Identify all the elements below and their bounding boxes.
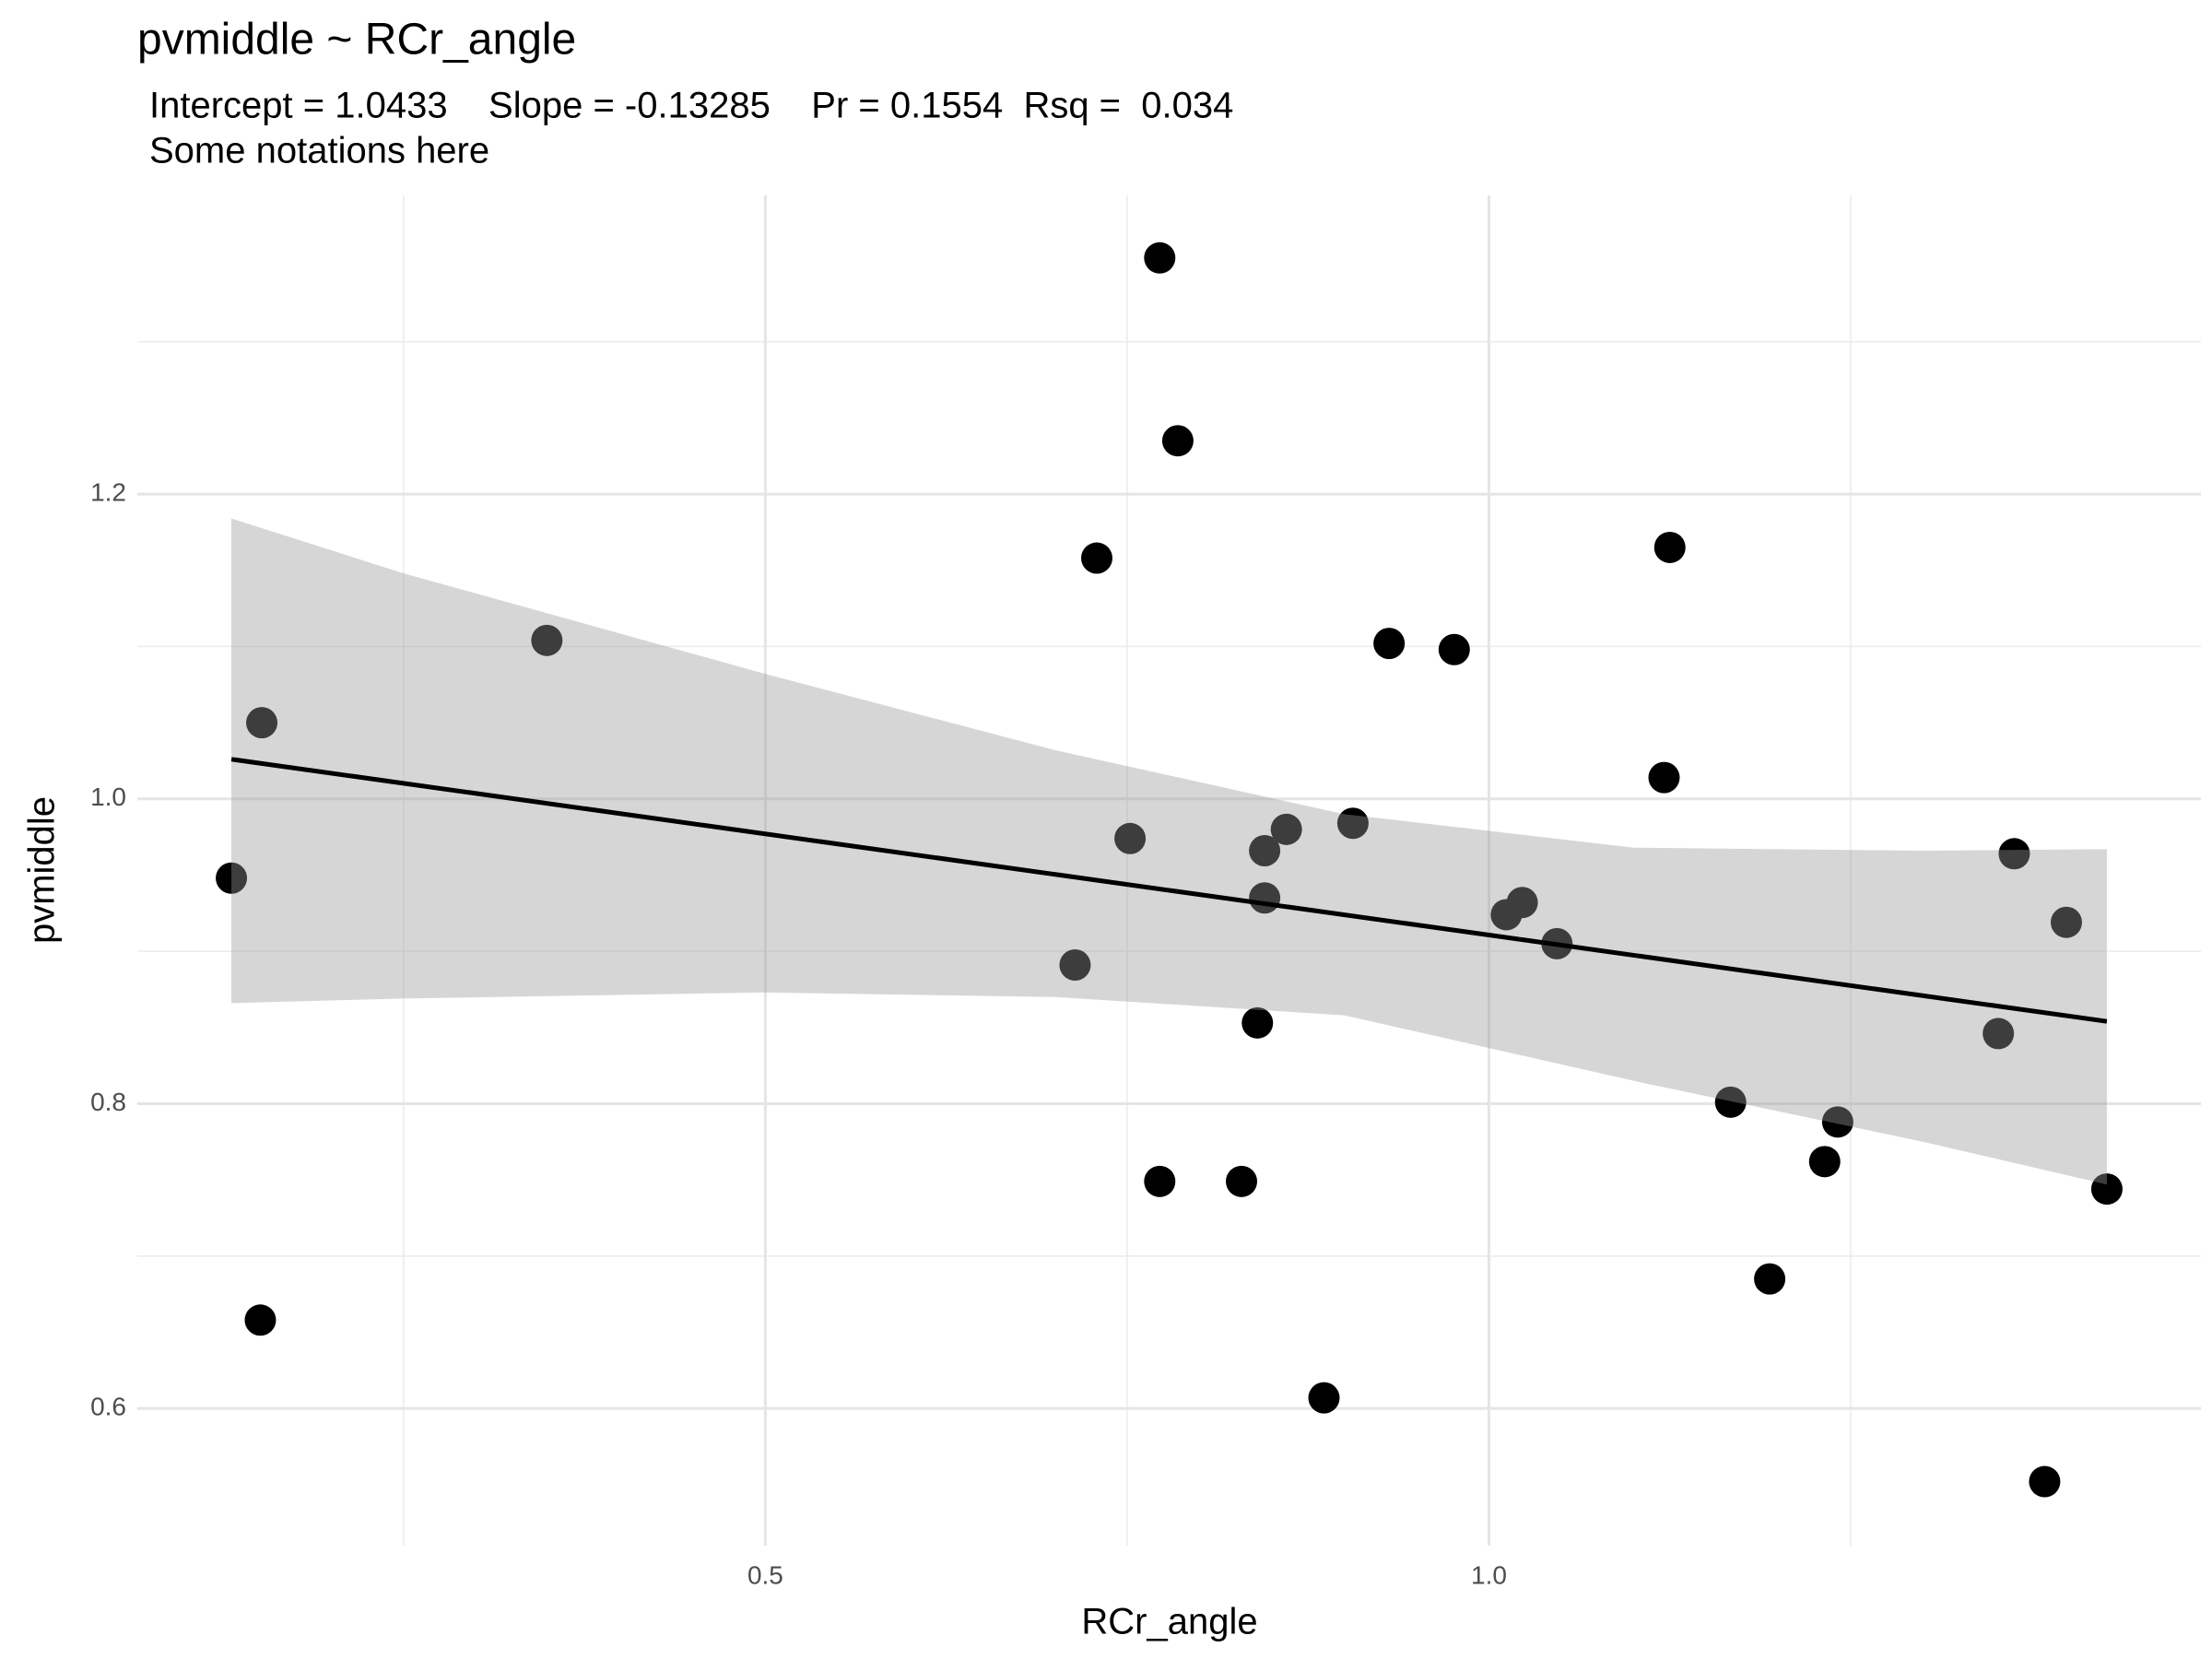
point — [1336, 807, 1369, 840]
chart-subtitle: Some notations here — [149, 131, 489, 171]
x-tick-label: 1.0 — [1471, 1560, 1507, 1589]
point — [1226, 1165, 1258, 1197]
x-tick-label: 0.5 — [747, 1560, 783, 1589]
point — [1821, 1106, 1853, 1138]
point — [1270, 813, 1302, 845]
point — [2090, 1173, 2123, 1206]
point — [1144, 1165, 1176, 1197]
fit-line — [230, 757, 2108, 1024]
confidence-band — [231, 518, 2107, 1185]
point — [1241, 1006, 1274, 1039]
point — [1144, 241, 1176, 274]
point — [1648, 761, 1680, 794]
point — [244, 1304, 276, 1336]
y-tick-label: 0.8 — [90, 1088, 126, 1116]
y-tick-label: 0.6 — [90, 1393, 126, 1421]
chart-title: pvmiddle ~ RCr_angle — [137, 16, 576, 65]
point — [246, 707, 278, 739]
point — [1754, 1263, 1786, 1295]
point — [2029, 1465, 2061, 1498]
point — [1059, 949, 1091, 982]
point — [531, 624, 563, 656]
point — [1998, 838, 2030, 870]
point — [1373, 628, 1406, 660]
point — [1714, 1086, 1747, 1118]
y-tick-label: 1.0 — [90, 782, 126, 811]
point — [216, 862, 248, 894]
point — [1161, 425, 1194, 457]
point — [1249, 835, 1281, 867]
chart-subtitle: Intercept = 1.0433 Slope = -0.13285 Pr =… — [149, 86, 1233, 126]
point — [1653, 531, 1686, 563]
point — [1308, 1382, 1340, 1414]
point — [1080, 542, 1112, 574]
point — [2050, 906, 2082, 938]
y-axis-title: pvmiddle — [22, 796, 63, 944]
y-tick-label: 1.2 — [90, 477, 126, 506]
x-axis-title: RCr_angle — [1081, 1602, 1257, 1642]
point — [1983, 1018, 2015, 1050]
point — [1808, 1146, 1841, 1178]
point — [1438, 633, 1470, 665]
point — [1114, 822, 1147, 854]
point — [1506, 887, 1538, 919]
